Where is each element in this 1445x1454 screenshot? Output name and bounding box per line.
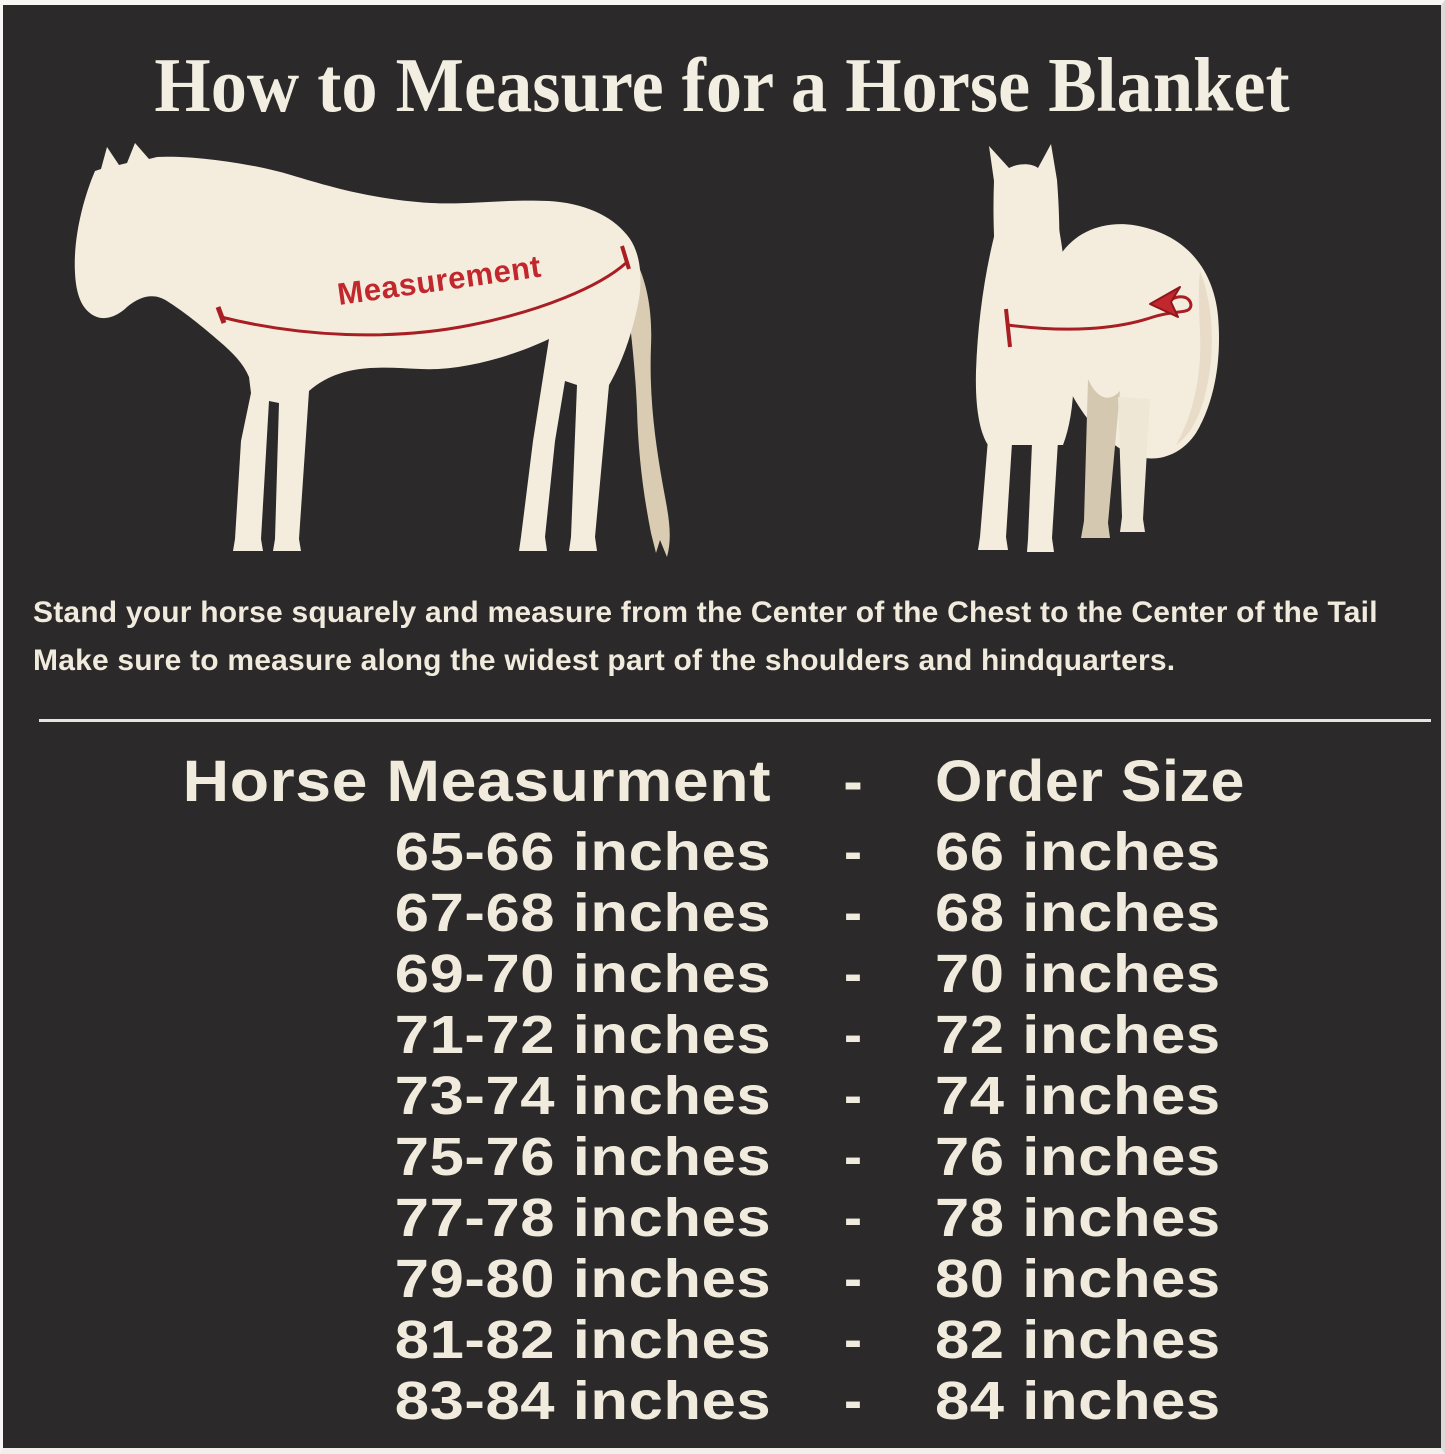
table-row: 71-72 inches - 72 inches — [3, 1004, 1441, 1065]
order-size-cell: 68 inches — [935, 883, 1221, 943]
wrap-measurement-line — [1007, 295, 1193, 331]
order-size-cell: 66 inches — [935, 822, 1221, 882]
measurement-cell: 79-80 inches — [394, 1249, 771, 1309]
row-separator: - — [844, 1066, 862, 1126]
table-row: 83-84 inches - 84 inches — [3, 1370, 1441, 1431]
header-order-column: Order Size — [935, 748, 1245, 814]
header-measurement-column: Horse Measurment — [182, 748, 771, 814]
measurement-line — [220, 261, 627, 337]
page-title: How to Measure for a Horse Blanket — [154, 42, 1290, 128]
horse-hind-leg — [1118, 397, 1150, 532]
order-size-cell: 78 inches — [935, 1188, 1221, 1248]
instructions-line-1: Stand your horse squarely and measure fr… — [33, 596, 1378, 629]
measurement-arrow-icon — [1149, 286, 1181, 318]
horse-hind-leg-shaded — [1081, 379, 1120, 538]
horse-front-leg-left — [978, 439, 1012, 550]
measurement-cell: 71-72 inches — [394, 1005, 771, 1065]
row-separator: - — [844, 1249, 862, 1309]
instructions-line-2: Make sure to measure along the widest pa… — [33, 644, 1176, 677]
measurement-cell: 65-66 inches — [394, 822, 771, 882]
horse-front-leg-right — [1027, 441, 1058, 552]
measurement-cell: 67-68 inches — [394, 883, 771, 943]
measurement-cell: 75-76 inches — [394, 1127, 771, 1187]
horse-barrel-shade — [1176, 271, 1212, 445]
chest-tick — [1004, 308, 1012, 348]
measuring-instructions: Stand your horse squarely and measure fr… — [33, 589, 1423, 685]
measurement-line-chest-tick — [215, 306, 227, 324]
measurement-cell: 73-74 inches — [394, 1066, 771, 1126]
row-separator: - — [844, 1005, 862, 1065]
order-size-cell: 70 inches — [935, 944, 1221, 1004]
row-separator: - — [844, 883, 862, 943]
order-size-cell: 84 inches — [935, 1371, 1221, 1431]
size-chart: Horse Measurment - Order Size 65-66 inch… — [3, 741, 1441, 1432]
row-separator: - — [844, 1371, 862, 1431]
order-size-cell: 82 inches — [935, 1310, 1221, 1370]
table-row: 73-74 inches - 74 inches — [3, 1065, 1441, 1126]
table-row: 67-68 inches - 68 inches — [3, 882, 1441, 943]
measurement-cell: 69-70 inches — [394, 944, 771, 1004]
table-row: 69-70 inches - 70 inches — [3, 943, 1441, 1004]
table-row: 65-66 inches - 66 inches — [3, 821, 1441, 882]
row-separator: - — [844, 1188, 862, 1248]
table-row: 81-82 inches - 82 inches — [3, 1309, 1441, 1370]
table-row: 77-78 inches - 78 inches — [3, 1187, 1441, 1248]
order-size-cell: 74 inches — [935, 1066, 1221, 1126]
header-separator: - — [843, 748, 863, 814]
side-view-horse-illustration: Measurement — [74, 143, 670, 557]
row-separator: - — [844, 822, 862, 882]
row-separator: - — [844, 944, 862, 1004]
table-row: 75-76 inches - 76 inches — [3, 1126, 1441, 1187]
table-row: 79-80 inches - 80 inches — [3, 1248, 1441, 1309]
order-size-cell: 72 inches — [935, 1005, 1221, 1065]
front-view-horse-illustration — [975, 144, 1220, 552]
horse-body-silhouette — [74, 143, 641, 551]
order-size-cell: 80 inches — [935, 1249, 1221, 1309]
section-divider — [39, 719, 1431, 722]
horse-head — [989, 144, 1060, 341]
horse-tail — [615, 237, 670, 557]
measurement-cell: 83-84 inches — [394, 1371, 771, 1431]
size-chart-header: Horse Measurment - Order Size — [3, 741, 1441, 821]
row-separator: - — [844, 1127, 862, 1187]
measurement-cell: 81-82 inches — [394, 1310, 771, 1370]
measurement-line-tail-tick — [620, 245, 631, 270]
order-size-cell: 76 inches — [935, 1127, 1221, 1187]
row-separator: - — [844, 1310, 862, 1370]
measurement-cell: 77-78 inches — [394, 1188, 771, 1248]
